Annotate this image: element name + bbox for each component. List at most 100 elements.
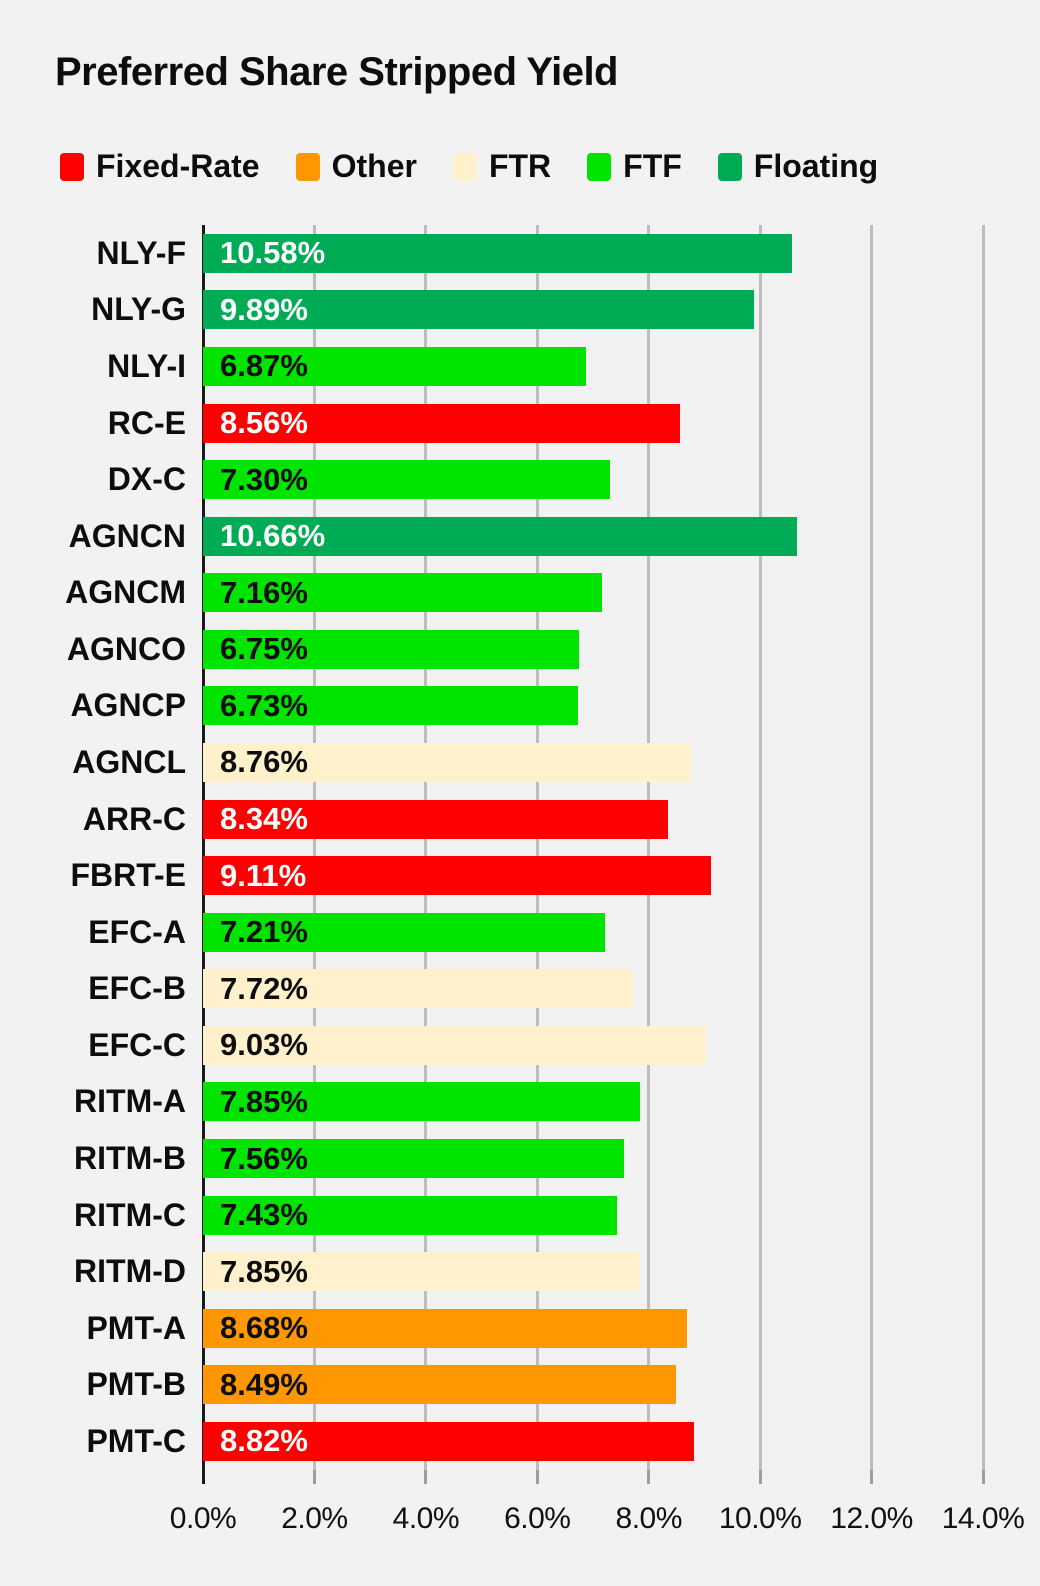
chart-title: Preferred Share Stripped Yield (55, 50, 619, 94)
bar-row: 7.85% (203, 1243, 983, 1300)
category-label-nly-f: NLY-F (96, 234, 187, 271)
category-label-dx-c: DX-C (107, 461, 186, 498)
bar-value-label: 8.82% (220, 1423, 308, 1459)
category-label-agncn: AGNCN (68, 517, 186, 554)
bar-row: 8.49% (203, 1357, 983, 1414)
bar-row: 9.11% (203, 847, 983, 904)
bar-value-label: 10.58% (220, 235, 326, 271)
x-tick-label: 6.0% (504, 1502, 571, 1535)
legend-swatch-icon (60, 152, 84, 181)
legend-label: FTF (623, 148, 682, 184)
bar-row: 6.73% (203, 678, 983, 735)
legend-item-floating: Floating (717, 148, 879, 185)
category-label-efc-c: EFC-C (88, 1026, 186, 1063)
axis-tick (758, 1470, 762, 1484)
bar-value-label: 6.87% (220, 348, 308, 384)
axis-tick (201, 1470, 205, 1484)
legend-swatch-icon (295, 152, 320, 181)
bar-agncn: 10.66% (203, 516, 797, 556)
x-tick-label: 8.0% (615, 1502, 683, 1535)
bar-efc-b: 7.72% (203, 969, 634, 1009)
bar-efc-c: 9.03% (203, 1025, 707, 1065)
axis-tick (312, 1470, 316, 1484)
bar-pmt-a: 8.68% (203, 1308, 687, 1348)
legend-label: Floating (753, 148, 879, 184)
bar-rc-e: 8.56% (203, 403, 680, 443)
bar-value-label: 8.56% (220, 405, 308, 441)
gridline (424, 225, 428, 1470)
bar-row: 7.21% (203, 904, 983, 961)
legend-label: Fixed-Rate (96, 148, 260, 184)
bar-dx-c: 7.30% (203, 460, 610, 500)
bar-value-label: 8.49% (220, 1366, 308, 1402)
legend-swatch-icon (717, 152, 742, 181)
category-axis: NLY-F NLY-G NLY-I RC-E DX-C AGNCN AGNCM AGNCO AG… (0, 225, 186, 1470)
bar-row: 10.66% (203, 508, 983, 565)
axis-tick (535, 1470, 539, 1484)
gridline (981, 225, 985, 1470)
bar-value-label: 7.16% (220, 574, 308, 610)
category-label-ritm-d: RITM-D (74, 1253, 186, 1290)
gridline (870, 225, 874, 1470)
x-tick-label: 12.0% (830, 1502, 913, 1535)
category-label-arr-c: ARR-C (82, 800, 186, 837)
bar-ritm-c: 7.43% (203, 1195, 617, 1235)
bar-row: 7.43% (203, 1187, 983, 1244)
axis-tick (424, 1470, 428, 1484)
category-label-pmt-a: PMT-A (86, 1309, 186, 1346)
bar-value-label: 7.21% (220, 914, 308, 950)
legend-item-ftr: FTR (452, 148, 552, 185)
x-tick-label: 2.0% (281, 1502, 348, 1535)
legend-swatch-icon (587, 152, 612, 181)
bar-row: 6.75% (203, 621, 983, 678)
bar-value-label: 10.66% (220, 518, 326, 554)
bar-row: 7.72% (203, 961, 983, 1018)
legend-item-other: Other (295, 148, 417, 185)
category-label-pmt-b: PMT-B (86, 1366, 186, 1403)
y-axis-line (201, 225, 205, 1470)
category-label-ritm-c: RITM-C (74, 1196, 186, 1233)
category-label-agncp: AGNCP (70, 687, 186, 724)
gridline (312, 225, 316, 1470)
axis-tick (981, 1470, 985, 1484)
bar-value-label: 7.72% (220, 970, 308, 1006)
bar-value-label: 7.85% (220, 1253, 308, 1289)
bar-arr-c: 8.34% (203, 799, 668, 839)
bar-value-label: 8.34% (220, 801, 308, 837)
bar-value-label: 7.43% (220, 1197, 308, 1233)
gridline (758, 225, 762, 1470)
category-label-agnco: AGNCO (66, 630, 186, 667)
bar-row: 8.34% (203, 791, 983, 848)
category-label-efc-a: EFC-A (88, 913, 186, 950)
bar-value-label: 9.11% (220, 857, 307, 893)
legend: Fixed-Rate Other FTR FTF Floating (60, 148, 878, 185)
bar-row: 6.87% (203, 338, 983, 395)
legend-item-fixed-rate: Fixed-Rate (60, 148, 260, 185)
x-tick-label: 10.0% (718, 1502, 802, 1535)
bar-nly-i: 6.87% (203, 346, 586, 386)
bar-row: 10.58% (203, 225, 983, 282)
category-label-rc-e: RC-E (107, 404, 186, 441)
category-label-agncm: AGNCM (65, 574, 186, 611)
bar-value-label: 6.73% (220, 687, 308, 723)
category-label-fbrt-e: FBRT-E (70, 857, 186, 894)
bar-value-label: 8.76% (220, 744, 308, 780)
category-label-nly-i: NLY-I (107, 347, 186, 384)
bar-pmt-b: 8.49% (203, 1365, 676, 1405)
plot-area: 10.58% 9.89% 6.87% 8.56% 7.30% 10.66% 7.16% 6.7… (65, 225, 1025, 1535)
bar-value-label: 7.30% (220, 461, 308, 497)
category-label-ritm-a: RITM-A (74, 1083, 186, 1120)
bar-agnco: 6.75% (203, 629, 580, 669)
legend-label: FTR (488, 148, 552, 184)
bar-efc-a: 7.21% (203, 912, 605, 952)
bar-nly-g: 9.89% (203, 290, 754, 330)
bar-fbrt-e: 9.11% (203, 856, 711, 896)
gridline (535, 225, 539, 1470)
gridline (647, 225, 651, 1470)
bar-row: 7.30% (203, 451, 983, 508)
bar-value-label: 8.68% (220, 1310, 308, 1346)
bar-ritm-a: 7.85% (203, 1082, 641, 1122)
category-label-efc-b: EFC-B (88, 970, 186, 1007)
bar-row: 8.76% (203, 734, 983, 791)
